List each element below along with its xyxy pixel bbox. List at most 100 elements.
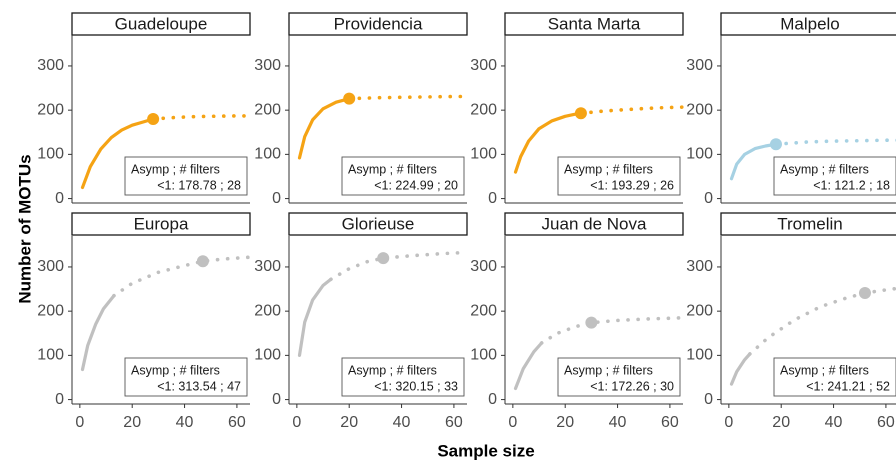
facet-panel-juan-de-nova: Juan de Nova 0 100 200 300 0 20 40 60 Asymp ; # f… bbox=[470, 212, 685, 431]
x-tick-label: 0 bbox=[508, 414, 517, 431]
y-tick-label: 200 bbox=[254, 101, 281, 118]
facet-strip bbox=[504, 212, 684, 236]
asymptote-box-value: <1: 178.78 ; 28 bbox=[157, 178, 241, 192]
y-tick-label: 200 bbox=[470, 302, 497, 319]
extrapolated-curve bbox=[112, 255, 252, 298]
asymptote-box bbox=[341, 156, 465, 196]
extrapolated-curve bbox=[747, 286, 896, 356]
asymptote-box bbox=[773, 357, 896, 397]
asymptote-box-header: Asymp ; # filters bbox=[564, 363, 653, 377]
observed-point bbox=[147, 113, 160, 125]
y-tick-label: 0 bbox=[704, 190, 713, 207]
asymptote-box bbox=[124, 357, 248, 397]
x-tick-label: 20 bbox=[123, 414, 141, 431]
facet-panel-tromelin: Tromelin 0 100 200 300 0 20 40 60 Asymp ; # filte… bbox=[686, 212, 896, 431]
interpolated-curve bbox=[729, 142, 778, 181]
facet-title: Glorieuse bbox=[342, 214, 415, 233]
x-tick-label: 40 bbox=[393, 414, 411, 431]
y-tick-label: 0 bbox=[704, 391, 713, 408]
y-tick-label: 100 bbox=[254, 347, 281, 364]
facet-strip bbox=[71, 212, 251, 236]
y-tick-label: 100 bbox=[686, 347, 713, 364]
y-tick-label: 300 bbox=[470, 258, 497, 275]
x-tick-label: 20 bbox=[340, 414, 358, 431]
facet-strip bbox=[71, 12, 251, 36]
asymptote-box-header: Asymp ; # filters bbox=[348, 363, 437, 377]
y-tick-label: 0 bbox=[488, 190, 497, 207]
asymptote-box-header: Asymp ; # filters bbox=[780, 162, 869, 176]
x-tick-label: 0 bbox=[75, 414, 84, 431]
facet-title: Malpelo bbox=[780, 14, 840, 33]
interpolated-curve bbox=[729, 352, 752, 386]
y-tick-label: 300 bbox=[470, 57, 497, 74]
asymptote-box-header: Asymp ; # filters bbox=[131, 162, 220, 176]
y-tick-label: 200 bbox=[470, 101, 497, 118]
y-tick-label: 300 bbox=[686, 258, 713, 275]
observed-point bbox=[196, 255, 209, 268]
x-tick-label: 60 bbox=[228, 414, 246, 431]
y-tick-label: 300 bbox=[254, 57, 281, 74]
asymptote-box-value: <1: 313.54 ; 47 bbox=[157, 379, 241, 393]
observed-point bbox=[377, 252, 390, 265]
y-tick-label: 0 bbox=[55, 190, 64, 207]
y-tick-label: 0 bbox=[488, 391, 497, 408]
y-tick-label: 200 bbox=[254, 302, 281, 319]
asymptote-box bbox=[341, 357, 465, 397]
asymptote-box bbox=[557, 156, 681, 196]
asymptote-box-value: <1: 224.99 ; 20 bbox=[374, 178, 458, 192]
observed-point bbox=[343, 92, 356, 105]
facet-strip bbox=[288, 212, 468, 236]
asymptote-box-value: <1: 241.21 ; 52 bbox=[806, 379, 890, 393]
asymptote-box-header: Asymp ; # filters bbox=[780, 363, 869, 377]
extrapolated-curve bbox=[539, 315, 685, 345]
facet-panel-malpelo: Malpelo 0 100 200 300 Asymp ; # filters <1: 12… bbox=[686, 12, 896, 207]
facet-title: Tromelin bbox=[777, 214, 843, 233]
asymptote-box bbox=[124, 156, 248, 196]
asymptote-box bbox=[773, 156, 896, 196]
x-tick-label: 40 bbox=[609, 414, 627, 431]
y-tick-label: 300 bbox=[37, 57, 64, 74]
facet-panel-guadeloupe: Guadeloupe 0 100 200 300 Asymp ; # filters <1:… bbox=[37, 12, 252, 207]
x-tick-label: 60 bbox=[661, 414, 679, 431]
interpolated-curve bbox=[513, 112, 578, 174]
extrapolated-curve bbox=[347, 94, 469, 101]
facet-panel-providencia: Providencia 0 100 200 300 Asymp ; # filters <1… bbox=[254, 12, 469, 207]
asymptote-box-value: <1: 193.29 ; 26 bbox=[590, 178, 674, 192]
y-tick-label: 100 bbox=[470, 347, 497, 364]
asymptote-box bbox=[557, 357, 681, 397]
x-tick-label: 0 bbox=[724, 414, 733, 431]
interpolated-curve bbox=[513, 341, 544, 391]
y-tick-label: 100 bbox=[470, 146, 497, 163]
asymptote-box-value: <1: 121.2 ; 18 bbox=[813, 178, 890, 192]
facet-panel-santa-marta: Santa Marta 0 100 200 300 Asymp ; # filters <1… bbox=[470, 12, 685, 207]
asymptote-box-header: Asymp ; # filters bbox=[348, 162, 437, 176]
y-tick-label: 200 bbox=[686, 101, 713, 118]
facet-title: Juan de Nova bbox=[542, 214, 647, 233]
y-tick-label: 300 bbox=[37, 258, 64, 275]
y-tick-label: 300 bbox=[686, 57, 713, 74]
facet-panel-europa: Europa 0 100 200 300 0 20 40 60 Asymp ; # filters… bbox=[37, 212, 252, 431]
x-tick-label: 60 bbox=[877, 414, 895, 431]
y-axis-title: Number of MOTUs bbox=[15, 154, 34, 303]
extrapolated-curve bbox=[329, 250, 469, 282]
asymptote-box-header: Asymp ; # filters bbox=[564, 162, 653, 176]
facet-strip bbox=[720, 212, 896, 236]
observed-point bbox=[585, 316, 598, 329]
x-tick-label: 0 bbox=[292, 414, 301, 431]
interpolated-curve bbox=[297, 277, 333, 357]
extrapolated-curve bbox=[151, 114, 252, 121]
observed-point bbox=[769, 138, 782, 151]
observed-point bbox=[574, 107, 587, 120]
facet-title: Providencia bbox=[334, 14, 423, 33]
interpolated-curve bbox=[297, 97, 351, 160]
interpolated-curve bbox=[80, 117, 155, 190]
x-axis-title: Sample size bbox=[437, 441, 534, 460]
facet-strip bbox=[288, 12, 468, 36]
facet-title: Europa bbox=[134, 214, 189, 233]
x-tick-label: 40 bbox=[825, 414, 843, 431]
y-tick-label: 200 bbox=[37, 101, 64, 118]
facet-title: Santa Marta bbox=[548, 14, 641, 33]
y-tick-label: 0 bbox=[55, 391, 64, 408]
